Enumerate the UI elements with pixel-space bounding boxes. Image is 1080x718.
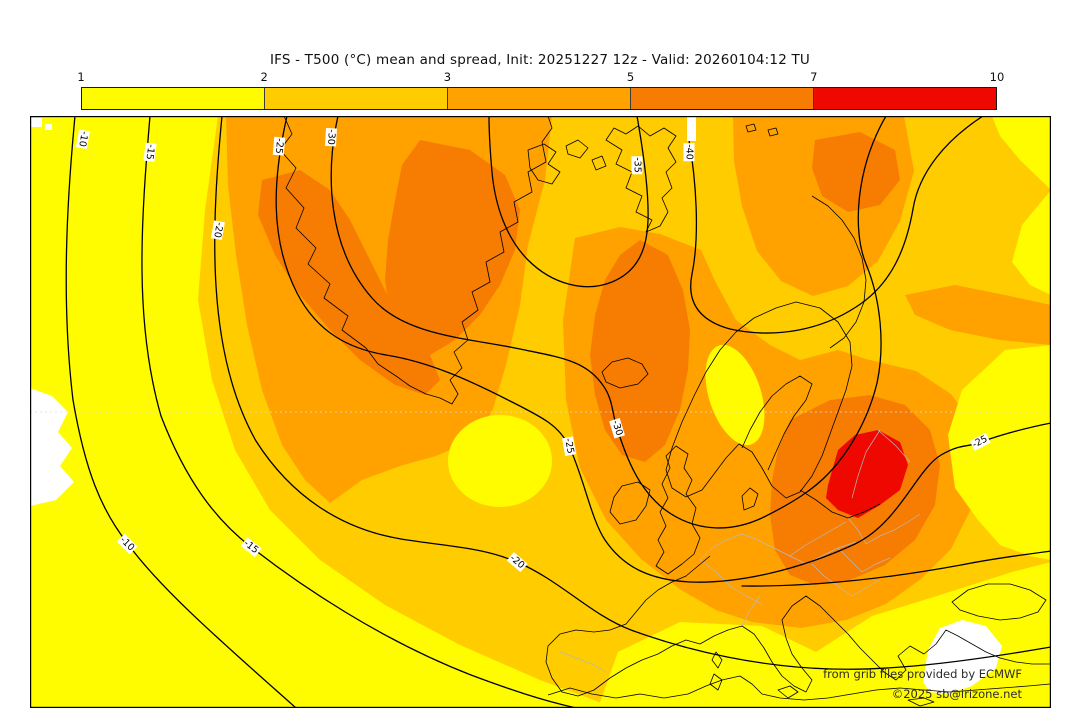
legend-segment-4 (814, 88, 996, 109)
contour-minus25-south (741, 550, 1051, 587)
contour-minus40 (688, 116, 984, 334)
contour-minus30 (330, 116, 887, 529)
legend-tick-label: 1 (77, 70, 85, 84)
weather-map-svg (30, 116, 1051, 708)
contour-label--15: -15 (143, 142, 157, 162)
coast-scandinavia (665, 301, 853, 499)
coast-north-africa (547, 675, 1051, 701)
legend-tick-label: 7 (810, 70, 818, 84)
coast-novaya-zemlya (811, 195, 867, 349)
legend-segment-3 (631, 88, 814, 109)
coast-europe (545, 555, 1050, 697)
coast-britain (655, 445, 701, 575)
label-gap-streak (687, 116, 696, 141)
map-area (30, 116, 1051, 708)
page-title: IFS - T500 (°C) mean and spread, Init: 2… (269, 52, 811, 68)
coast-baltic (799, 489, 881, 519)
attribution-source: from grib files provided by ECMWF (823, 667, 1022, 681)
coast-greenland (279, 116, 553, 405)
contour-minus10 (65, 116, 297, 708)
contour-label--30: -30 (325, 127, 337, 147)
legend-tick-label: 3 (443, 70, 452, 84)
contour-label--40: -40 (683, 143, 695, 161)
legend-segment-0 (82, 88, 265, 109)
contour-minus35 (488, 116, 649, 288)
coast-ne-greenland (605, 125, 677, 233)
attribution-copyright: ©2025 sb@irizone.net (891, 687, 1022, 701)
spread-color-scale (81, 87, 997, 110)
coastlines (279, 116, 1051, 707)
contour-label--25: -25 (272, 136, 286, 156)
coast-denmark (741, 487, 759, 511)
spread-fill-white (30, 118, 1002, 694)
coast-islands (709, 123, 935, 707)
contour-label--35: -35 (631, 156, 643, 174)
coast-svalbard (527, 139, 607, 185)
map-frame (30, 116, 1051, 708)
legend-tick-label: 2 (260, 70, 268, 84)
coast-bothnia (741, 375, 813, 471)
legend-segment-1 (265, 88, 448, 109)
legend-tick-label: 10 (989, 70, 1005, 84)
legend-segment-2 (448, 88, 631, 109)
contour-minus25 (275, 116, 1051, 583)
coast-iceland (601, 357, 649, 389)
legend-tick-label: 5 (626, 70, 635, 84)
coast-black-sea (951, 583, 1047, 621)
